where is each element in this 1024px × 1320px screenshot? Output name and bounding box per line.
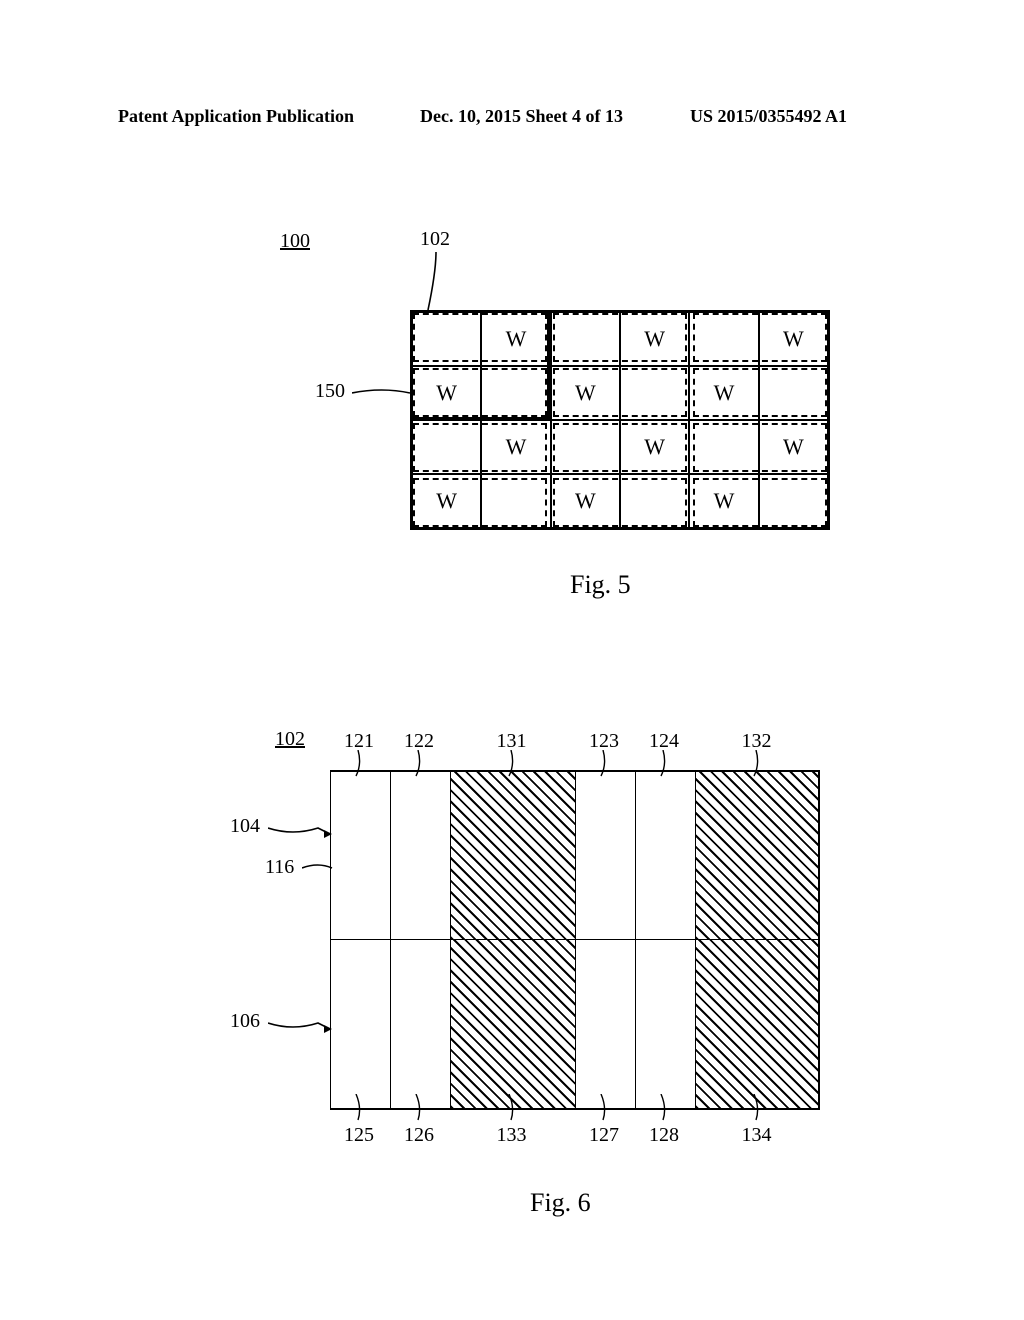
lead-line-icon	[268, 822, 332, 842]
ref-150: 150	[315, 380, 345, 403]
fig6-cell	[695, 772, 820, 940]
fig6-cell	[575, 940, 635, 1108]
lead-line-icon	[597, 1094, 613, 1122]
fig6-top-label: 131	[497, 730, 527, 753]
fig5-cell: W	[481, 420, 550, 474]
fig5-cell: W	[759, 312, 828, 366]
fig5-cell: W	[759, 420, 828, 474]
lead-line-icon	[657, 1094, 673, 1122]
fig5-cell: W	[412, 474, 481, 528]
fig6-bottom-label: 134	[742, 1118, 772, 1141]
lead-line-icon	[422, 252, 452, 314]
fig5-cell	[689, 420, 758, 474]
fig5-cell	[481, 366, 550, 420]
fig5-cell: W	[620, 312, 689, 366]
ref-100: 100	[280, 230, 310, 253]
ref-106: 106	[230, 1010, 260, 1033]
figure-5: 100 102 150 WWWWWWWWWWWW Fig. 5	[410, 310, 830, 530]
fig5-cell	[759, 474, 828, 528]
fig5-cell	[759, 366, 828, 420]
lead-line-icon	[750, 750, 766, 778]
fig5-cell: W	[551, 474, 620, 528]
fig5-cell	[412, 420, 481, 474]
fig6-cell	[635, 940, 695, 1108]
lead-line-icon	[412, 1094, 428, 1122]
fig6-bottom-label: 125	[344, 1118, 374, 1141]
fig6-bottom-label: 126	[404, 1118, 434, 1141]
header-right: US 2015/0355492 A1	[690, 106, 847, 127]
lead-line-icon	[505, 750, 521, 778]
ref-104: 104	[230, 815, 260, 838]
fig6-grid	[330, 770, 820, 1110]
fig6-top-label: 123	[589, 730, 619, 753]
fig6-top-label: 122	[404, 730, 434, 753]
fig6-cell	[450, 772, 575, 940]
fig6-bottom-label: 128	[649, 1118, 679, 1141]
fig5-cell: W	[689, 366, 758, 420]
fig5-cell	[551, 420, 620, 474]
fig6-top-label: 121	[344, 730, 374, 753]
fig6-bottom-label: 127	[589, 1118, 619, 1141]
lead-line-icon	[412, 750, 428, 778]
lead-line-icon	[750, 1094, 766, 1122]
fig6-cell	[390, 772, 450, 940]
fig5-cell: W	[412, 366, 481, 420]
fig5-cell: W	[481, 312, 550, 366]
fig5-grid: WWWWWWWWWWWW	[410, 310, 830, 530]
ref-102: 102	[420, 228, 450, 251]
fig6-bottom-label: 133	[497, 1118, 527, 1141]
fig5-cell: W	[689, 474, 758, 528]
figure-6: 102 104 116 106 121122131123124132 12512…	[330, 770, 820, 1110]
lead-line-icon	[657, 750, 673, 778]
ref-102-fig6: 102	[275, 728, 305, 751]
fig5-cell	[551, 312, 620, 366]
fig6-cell	[450, 940, 575, 1108]
fig6-cell	[330, 940, 390, 1108]
fig6-cell	[575, 772, 635, 940]
lead-line-icon	[505, 1094, 521, 1122]
fig5-cell: W	[620, 420, 689, 474]
fig6-cell	[390, 940, 450, 1108]
fig6-cell	[695, 940, 820, 1108]
lead-line-icon	[352, 1094, 368, 1122]
fig5-cell	[481, 474, 550, 528]
fig5-caption: Fig. 5	[570, 570, 631, 600]
fig6-cell	[635, 772, 695, 940]
fig5-cell	[412, 312, 481, 366]
fig5-cell	[620, 474, 689, 528]
lead-line-icon	[302, 862, 334, 880]
ref-116: 116	[265, 856, 294, 879]
fig6-cell	[330, 772, 390, 940]
fig6-top-label: 124	[649, 730, 679, 753]
lead-line-icon	[352, 385, 414, 407]
fig6-caption: Fig. 6	[530, 1188, 591, 1218]
fig5-cell	[689, 312, 758, 366]
lead-line-icon	[597, 750, 613, 778]
header-center: Dec. 10, 2015 Sheet 4 of 13	[420, 106, 623, 127]
lead-line-icon	[352, 750, 368, 778]
fig5-cell	[620, 366, 689, 420]
header-left: Patent Application Publication	[118, 106, 354, 127]
lead-line-icon	[268, 1017, 332, 1037]
fig6-top-label: 132	[742, 730, 772, 753]
fig5-cell: W	[551, 366, 620, 420]
